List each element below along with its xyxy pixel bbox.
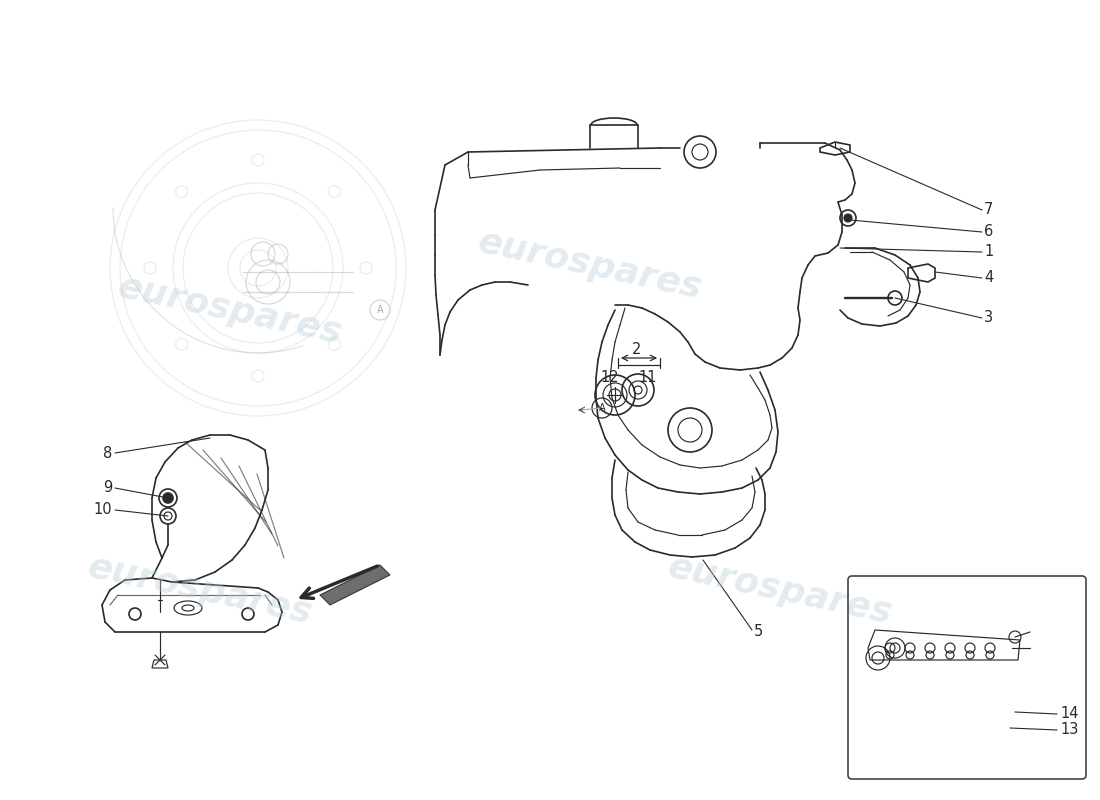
Text: 6: 6 xyxy=(984,225,993,239)
Text: 7: 7 xyxy=(984,202,993,218)
Text: eurospares: eurospares xyxy=(85,550,316,630)
Text: eurospares: eurospares xyxy=(475,225,705,306)
Text: 3: 3 xyxy=(984,310,993,326)
Text: A: A xyxy=(598,403,605,413)
Text: 14: 14 xyxy=(1060,706,1078,722)
Text: 2: 2 xyxy=(632,342,641,358)
Polygon shape xyxy=(320,565,390,605)
Text: 9: 9 xyxy=(102,481,112,495)
Text: 12: 12 xyxy=(601,370,619,386)
Text: 5: 5 xyxy=(754,625,763,639)
Text: eurospares: eurospares xyxy=(114,270,345,350)
Text: 1: 1 xyxy=(984,245,993,259)
Text: A: A xyxy=(376,305,383,315)
Text: 11: 11 xyxy=(639,370,658,386)
Text: eurospares: eurospares xyxy=(664,550,895,630)
Text: 4: 4 xyxy=(984,270,993,286)
Text: 13: 13 xyxy=(1060,722,1078,738)
Text: 8: 8 xyxy=(102,446,112,461)
Circle shape xyxy=(844,214,852,222)
Circle shape xyxy=(163,493,173,503)
Text: 10: 10 xyxy=(94,502,112,518)
